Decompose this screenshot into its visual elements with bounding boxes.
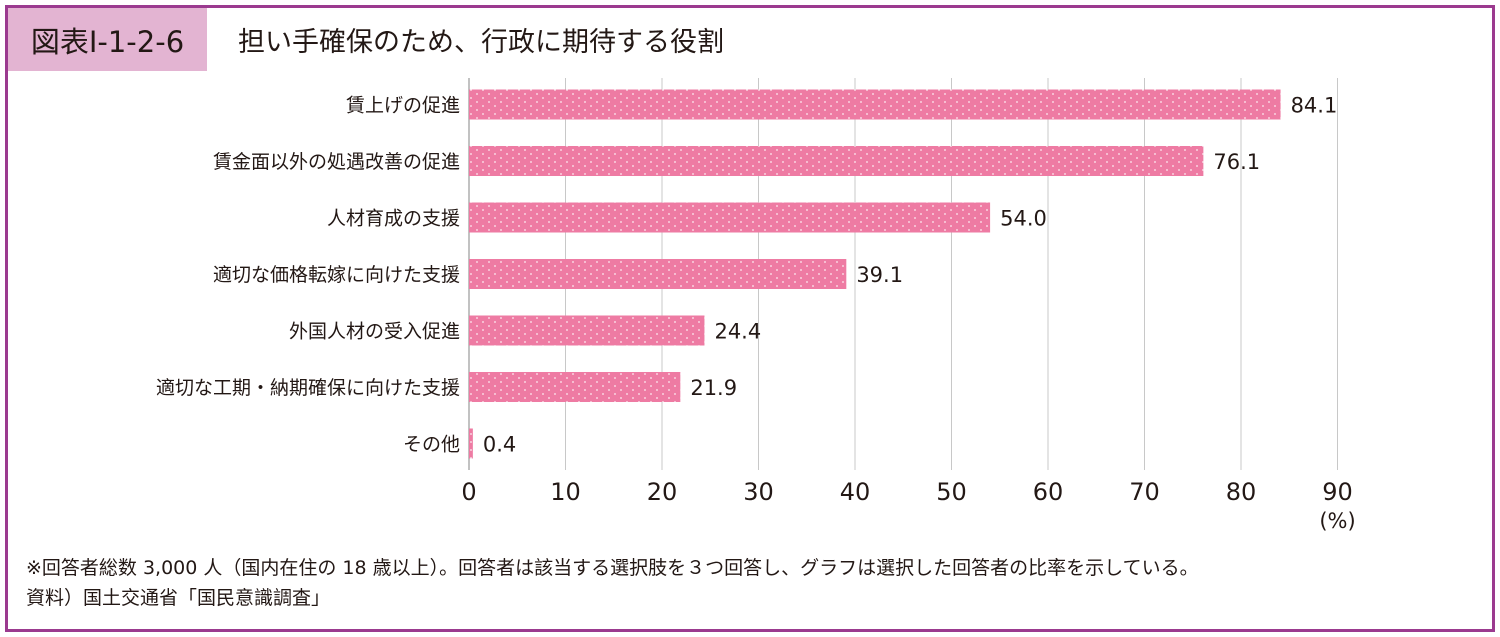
data-label: 0.4 bbox=[483, 433, 516, 457]
category-label: 適切な工期・納期確保に向けた支援 bbox=[156, 377, 460, 399]
x-tick-label: 30 bbox=[743, 478, 774, 506]
x-tick-label: 90 bbox=[1322, 478, 1353, 506]
figure-number-badge: 図表Ⅰ-1-2-6 bbox=[8, 8, 207, 71]
data-label: 21.9 bbox=[690, 376, 737, 400]
bar-texture bbox=[469, 202, 991, 233]
data-label: 76.1 bbox=[1213, 150, 1260, 174]
category-label: 賃金面以外の処遇改善の促進 bbox=[213, 151, 460, 173]
figure-title: 担い手確保のため、行政に期待する役割 bbox=[238, 27, 724, 58]
data-label: 84.1 bbox=[1291, 94, 1338, 118]
x-tick-label: 80 bbox=[1226, 478, 1257, 506]
footnote: ※回答者総数 3,000 人（国内在住の 18 歳以上）。回答者は該当する選択肢… bbox=[26, 557, 1199, 579]
bar-texture bbox=[469, 146, 1204, 176]
category-label: その他 bbox=[403, 434, 460, 456]
x-tick-label: 60 bbox=[1033, 478, 1064, 506]
category-label: 人材育成の支援 bbox=[327, 208, 460, 230]
x-tick-label: 40 bbox=[840, 478, 871, 506]
category-label: 外国人材の受入促進 bbox=[289, 321, 460, 343]
data-label: 39.1 bbox=[856, 263, 903, 287]
bar-texture bbox=[469, 372, 681, 402]
x-tick-label: 0 bbox=[461, 478, 476, 506]
category-label: 賃上げの促進 bbox=[346, 95, 460, 117]
x-axis-unit: (%) bbox=[1319, 509, 1355, 533]
bar-texture bbox=[469, 259, 847, 289]
x-tick-label: 50 bbox=[936, 478, 967, 506]
figure-frame: 図表Ⅰ-1-2-6 担い手確保のため、行政に期待する役割 bbox=[5, 5, 1495, 632]
data-label: 24.4 bbox=[714, 320, 761, 344]
source-note: 資料）国土交通省「国民意識調査」 bbox=[26, 587, 331, 609]
x-tick-label: 20 bbox=[647, 478, 678, 506]
data-label: 54.0 bbox=[1000, 207, 1047, 231]
bar-texture bbox=[469, 315, 705, 346]
x-tick-label: 10 bbox=[550, 478, 581, 506]
category-label: 適切な価格転嫁に向けた支援 bbox=[213, 264, 460, 286]
bar-texture bbox=[469, 428, 473, 459]
bar-texture bbox=[469, 89, 1281, 120]
x-tick-label: 70 bbox=[1129, 478, 1160, 506]
